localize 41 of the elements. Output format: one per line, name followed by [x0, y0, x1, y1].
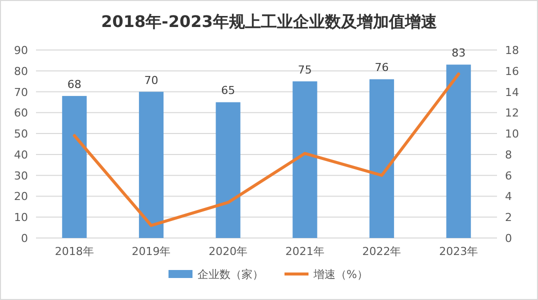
x-tick-label: 2020年	[208, 245, 248, 258]
y2-tick-label: 2	[505, 211, 512, 224]
y2-tick-label: 4	[505, 190, 512, 204]
bar	[369, 79, 394, 238]
data-label: 68	[67, 78, 82, 91]
y2-tick-label: 18	[505, 44, 519, 57]
x-tick-label: 2021年	[285, 245, 324, 258]
data-label: 75	[298, 63, 312, 76]
y-tick-label: 40	[14, 148, 28, 162]
x-tick-label: 2023年	[439, 245, 478, 258]
data-label: 65	[221, 84, 236, 98]
y2-tick-label: 12	[505, 106, 519, 120]
y2-tick-label: 8	[505, 148, 512, 162]
chart-title: 2018年-2023年规上工业企业数及增加值增速	[101, 12, 438, 31]
bar	[446, 64, 471, 238]
bar	[292, 81, 318, 238]
data-label: 76	[374, 61, 389, 74]
x-tick-label: 2022年	[362, 245, 402, 258]
bar	[216, 102, 240, 238]
y-tick-label: 20	[14, 190, 28, 204]
x-tick-label: 2019年	[132, 245, 171, 258]
y-tick-label: 90	[14, 44, 28, 57]
y-tick-label: 60	[14, 106, 28, 120]
x-tick-label: 2018年	[54, 245, 94, 258]
y2-tick-label: 10	[505, 128, 519, 141]
legend-label: 增速（%）	[312, 268, 368, 281]
legend-label: 企业数（家）	[198, 268, 264, 281]
y-tick-label: 10	[14, 211, 28, 224]
y2-tick-label: 16	[505, 64, 519, 78]
data-label: 70	[144, 74, 158, 87]
y-tick-label: 50	[14, 128, 28, 141]
bar	[62, 96, 87, 238]
y2-tick-label: 14	[505, 86, 519, 99]
y2-tick-label: 0	[505, 232, 512, 245]
data-label: 83	[452, 46, 466, 60]
y-tick-label: 80	[14, 64, 28, 78]
y-tick-label: 70	[14, 86, 28, 99]
bar	[138, 92, 164, 238]
y2-tick-label: 6	[505, 169, 512, 182]
y-tick-label: 0	[21, 232, 28, 245]
y-tick-label: 30	[14, 169, 28, 182]
